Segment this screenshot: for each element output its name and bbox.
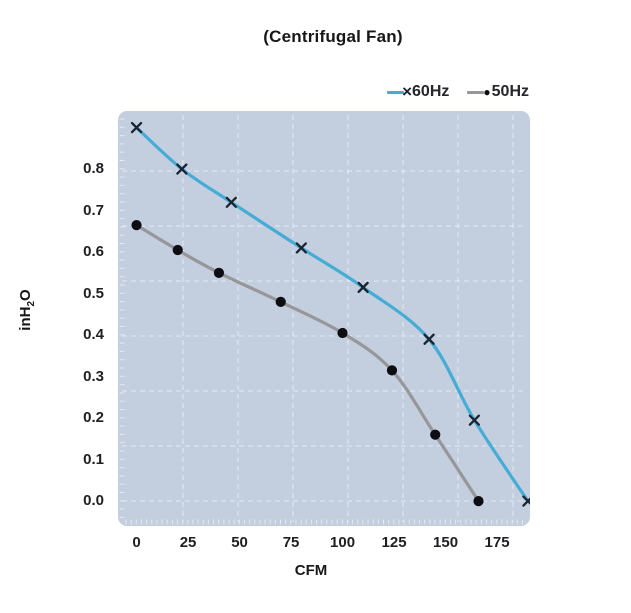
x-tick-label: 125 (381, 534, 407, 551)
x-marker-60hz (295, 242, 307, 254)
y-tick-label: 0.8 (83, 160, 104, 178)
x-marker-60hz (176, 163, 188, 175)
legend-item-60hz: × 60Hz (387, 83, 449, 101)
dot-marker-50hz (337, 327, 348, 339)
legend-line-50hz (467, 90, 485, 94)
x-axis-title: CFM (294, 562, 328, 579)
y-axis-title-text2: O (17, 289, 34, 301)
legend-label-60hz: 60Hz (412, 83, 450, 100)
dot-marker-50hz (386, 365, 398, 376)
y-tick-label: 0.1 (83, 450, 104, 468)
y-axis-title: inH2O (17, 289, 37, 330)
plot-area (118, 111, 534, 526)
legend-line-60hz (387, 90, 405, 94)
legend-item-50hz: ● 50Hz (467, 83, 529, 101)
x-marker-60hz (468, 414, 481, 426)
plot-panel (118, 111, 530, 526)
dot-marker-50hz (213, 267, 225, 278)
x-tick-label: 75 (282, 534, 300, 551)
y-axis-title-text: inH (17, 306, 34, 331)
y-tick-label: 0.5 (83, 284, 104, 302)
x-marker-60hz (357, 281, 369, 294)
chart-svg (118, 111, 534, 526)
x-tick-label: 50 (231, 534, 248, 551)
y-tick-label: 0.3 (83, 367, 104, 385)
legend-label-50hz: 50Hz (491, 83, 529, 100)
x-marker-60hz (225, 196, 237, 208)
x-tick-label: 150 (433, 534, 459, 551)
x-tick-label: 100 (330, 534, 356, 551)
y-tick-label: 0.7 (83, 201, 104, 219)
y-tick-label: 0.2 (83, 409, 104, 427)
dot-marker-50hz (430, 429, 441, 440)
x-tick-label: 25 (179, 534, 197, 551)
y-tick-label: 0.0 (83, 492, 104, 510)
legend-x-marker-icon: × (402, 82, 413, 101)
y-tick-label: 0.4 (83, 326, 104, 344)
x-marker-60hz (423, 333, 435, 345)
x-tick-label: 0 (132, 534, 141, 551)
x-tick-label: 175 (484, 534, 510, 551)
legend: × 60Hz ● 50Hz (387, 83, 529, 101)
dot-marker-50hz (131, 220, 142, 231)
dot-marker-50hz (473, 496, 484, 507)
chart-title: (Centrifugal Fan) (263, 27, 403, 46)
dot-marker-50hz (172, 244, 183, 256)
y-axis-title-subscript: 2 (26, 300, 37, 307)
dot-marker-50hz (275, 296, 286, 307)
y-tick-label: 0.6 (83, 243, 104, 261)
legend-dot-marker-icon: ● (483, 85, 491, 99)
x-marker-60hz (130, 121, 143, 134)
